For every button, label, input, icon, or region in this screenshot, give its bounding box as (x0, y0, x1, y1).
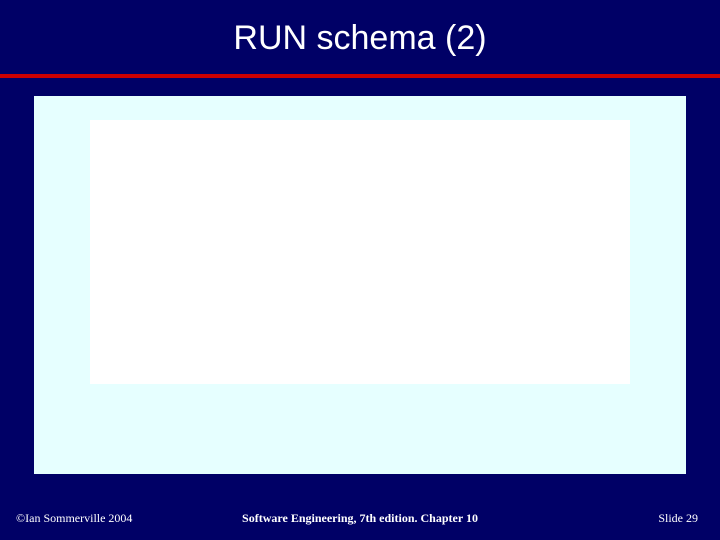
slide: RUN schema (2) ©Ian Sommerville 2004 Sof… (0, 0, 720, 540)
footer-book-title: Software Engineering, 7th edition. Chapt… (0, 511, 720, 526)
slide-title: RUN schema (2) (0, 0, 720, 59)
title-area: RUN schema (2) (0, 0, 720, 74)
footer-slide-label: Slide (658, 511, 686, 525)
footer-slide-number: Slide 29 (658, 511, 698, 526)
footer-slide-index: 29 (686, 511, 698, 525)
content-outer-panel (34, 96, 686, 474)
title-divider (0, 74, 720, 78)
content-inner-panel (90, 120, 630, 384)
slide-footer: ©Ian Sommerville 2004 Software Engineeri… (0, 502, 720, 540)
